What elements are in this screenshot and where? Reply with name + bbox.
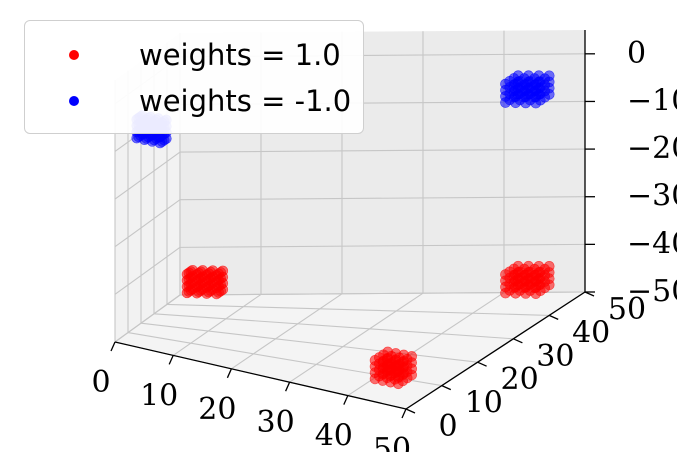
data-point-series-1-cluster-1 — [510, 78, 521, 90]
x-tick-mark — [401, 408, 407, 419]
legend-marker-positive — [69, 50, 79, 60]
grid-floor-x — [172, 293, 262, 356]
data-point-series-1-cluster-1 — [530, 79, 542, 90]
data-point-series-1-cluster-1 — [520, 79, 532, 90]
data-point-series-0-cluster-1 — [201, 269, 212, 281]
grid-left-z — [114, 151, 181, 200]
grid-back-z — [179, 243, 586, 248]
x-tick-mark — [168, 355, 174, 365]
data-point-series-0-cluster-2 — [530, 269, 542, 281]
y-tick-label: 30 — [536, 339, 574, 374]
grid-floor-y — [153, 313, 514, 340]
x-tick-label: 20 — [198, 392, 236, 427]
y-tick-label: 0 — [438, 409, 457, 444]
data-points — [131, 70, 555, 390]
axis-lines — [110, 30, 595, 419]
y-tick-mark — [548, 314, 559, 320]
legend-entry-negative: weights = -1.0 — [25, 81, 363, 121]
x-tick-label: 40 — [315, 419, 353, 452]
legend-label-positive: weights = 1.0 — [139, 38, 341, 72]
data-point-series-0-cluster-1 — [191, 269, 203, 280]
z-tick-label: −30 — [627, 179, 677, 214]
data-point-series-0-cluster-2 — [520, 269, 532, 281]
x-axis-line — [114, 341, 407, 410]
x-tick-label: 0 — [91, 365, 110, 400]
z-tick-label: 0 — [627, 36, 646, 71]
legend: weights = 1.0 weights = -1.0 — [24, 20, 364, 134]
z-tick-label: −40 — [627, 226, 677, 261]
grid-back-z — [179, 196, 586, 201]
x-tick-label: 50 — [373, 432, 411, 452]
grid-floor-y — [166, 303, 550, 316]
pane-floor — [115, 292, 585, 409]
x-tick-label: 30 — [257, 405, 295, 440]
grid-left-z — [114, 246, 181, 295]
x-tick-mark — [343, 395, 349, 405]
data-point-series-0-cluster-1 — [181, 268, 193, 280]
x-tick-mark — [110, 341, 116, 352]
z-tick-label: −10 — [627, 83, 677, 118]
y-tick-mark — [584, 291, 595, 297]
y-tick-mark — [513, 338, 523, 344]
y-tick-label: 20 — [501, 362, 539, 397]
y-tick-mark — [405, 408, 416, 414]
y-tick-mark — [441, 385, 452, 391]
y-tick-label: 10 — [465, 386, 503, 421]
z-tick-label: −20 — [627, 131, 677, 166]
y-axis-line — [405, 291, 586, 410]
grid-floor-x — [289, 292, 424, 383]
x-tick-mark — [285, 381, 291, 392]
y-tick-label: 40 — [572, 315, 610, 350]
x-tick-mark — [226, 368, 232, 379]
x-tick-label: 10 — [140, 378, 178, 413]
data-point-series-0-cluster-2 — [510, 269, 521, 281]
grid-floor-x — [231, 293, 343, 370]
data-point-series-1-cluster-1 — [500, 78, 511, 90]
grid-floor-y — [140, 322, 478, 363]
y-tick-mark — [477, 361, 487, 367]
grid-left-z — [114, 199, 181, 248]
legend-entry-positive: weights = 1.0 — [25, 35, 363, 75]
data-point-series-0-cluster-2 — [500, 269, 511, 280]
grid-back-z — [179, 148, 586, 153]
legend-label-negative: weights = -1.0 — [139, 84, 352, 118]
grid-left-z — [114, 294, 181, 343]
data-point-series-0-cluster-0 — [369, 355, 381, 366]
data-point-series-0-cluster-1 — [211, 270, 222, 281]
z-tick-label: −50 — [627, 274, 677, 309]
y-tick-label: 50 — [608, 292, 646, 327]
legend-marker-negative — [69, 96, 79, 106]
